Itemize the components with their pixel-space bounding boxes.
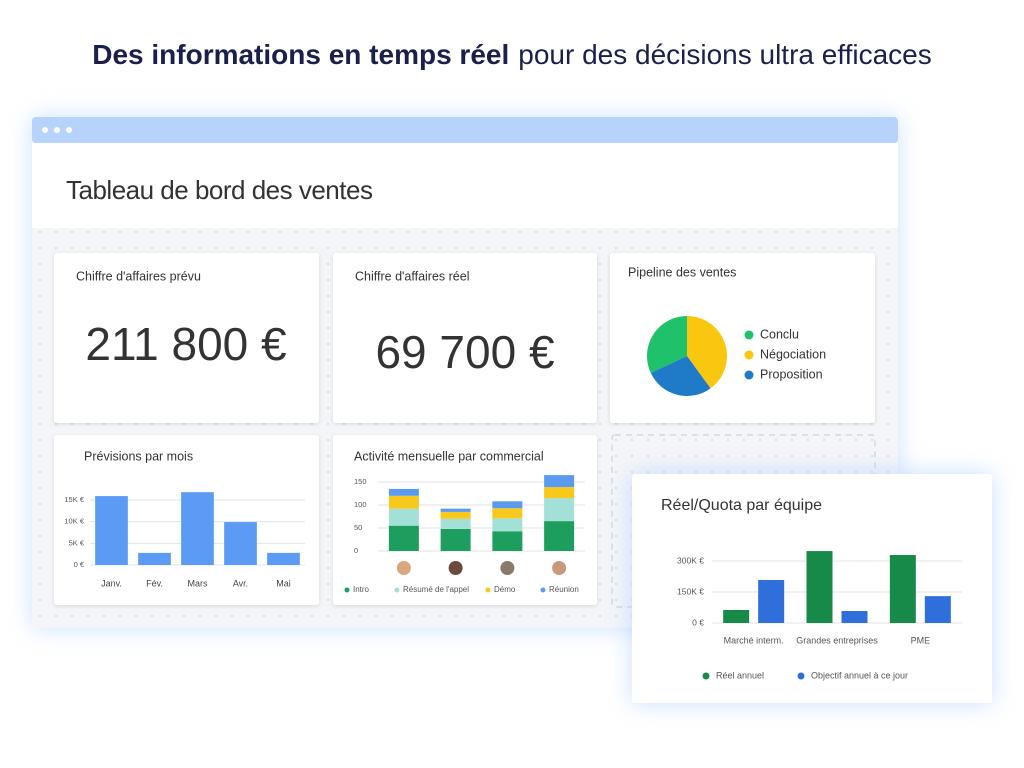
bar: [924, 596, 951, 623]
window-dot: [54, 127, 60, 133]
x-tick-label: Mars: [188, 578, 208, 588]
y-tick-label: 300K €: [677, 555, 704, 565]
bar-segment: [440, 528, 471, 551]
legend-label: Réunion: [549, 585, 579, 594]
legend-label: Réel annuel: [716, 670, 764, 680]
y-tick-label: 5K €: [69, 538, 85, 547]
y-tick-label: 150K €: [677, 586, 704, 596]
y-tick-label: 50: [354, 523, 362, 532]
bar-segment: [388, 508, 419, 526]
y-tick-label: 100: [354, 500, 367, 509]
pie-slice: [687, 316, 728, 389]
legend-label: Conclu: [760, 327, 799, 341]
bar-segment: [544, 487, 575, 499]
bar-segment: [492, 518, 523, 532]
avatar: [448, 561, 463, 575]
bar: [95, 496, 128, 565]
legend-swatch: [797, 672, 805, 680]
legend-swatch: [702, 672, 710, 680]
legend-swatch: [744, 330, 754, 340]
bar: [138, 552, 171, 565]
bar-segment: [388, 488, 419, 496]
legend-swatch: [394, 587, 400, 593]
charts: Pipeline des ventes Conclu Négociation Prop…: [64, 265, 962, 680]
kpi-label: Chiffre d'affaires réel: [355, 269, 469, 283]
bar-segment: [440, 508, 471, 512]
bar: [806, 551, 833, 623]
bar: [841, 611, 868, 623]
bar: [889, 555, 916, 623]
x-tick-label: Avr.: [233, 578, 248, 588]
bar: [181, 492, 214, 565]
y-tick-label: 10K €: [64, 517, 84, 526]
bar: [224, 522, 257, 565]
legend-label: Démo: [494, 585, 516, 594]
bar-segment: [440, 518, 471, 529]
headline-rest: pour des décisions ultra efficaces: [518, 39, 932, 70]
chart-title: Activité mensuelle par commercial: [354, 449, 544, 463]
title-bar: [32, 117, 898, 143]
bar-segment: [544, 475, 575, 488]
x-tick-label: Marché interm.: [724, 635, 784, 645]
legend-label: Proposition: [760, 367, 823, 381]
y-tick-label: 0 €: [692, 617, 704, 627]
legend-swatch: [485, 587, 491, 593]
bar: [758, 580, 785, 623]
x-tick-label: Grandes entreprises: [796, 635, 878, 645]
legend-label: Négociation: [760, 347, 826, 361]
legend-swatch: [344, 587, 350, 593]
header: [32, 143, 898, 228]
legend-swatch: [540, 587, 546, 593]
headline: Des informations en temps réel pour des d…: [92, 39, 932, 70]
bar-segment: [440, 511, 471, 519]
bar-segment: [544, 498, 575, 522]
bar-segment: [492, 501, 523, 509]
x-tick-label: Janv.: [101, 578, 122, 588]
avatar: [500, 561, 515, 575]
x-tick-label: PME: [911, 635, 931, 645]
x-tick-label: Mai: [276, 578, 291, 588]
window-dot: [66, 127, 72, 133]
kpi-value: 69 700 €: [375, 326, 554, 378]
card: [54, 253, 319, 423]
bar-segment: [492, 508, 523, 519]
avatar: [552, 561, 567, 575]
legend-label: Résumé de l'appel: [403, 585, 469, 594]
bar: [267, 552, 300, 565]
y-tick-label: 15K €: [64, 495, 84, 504]
kpi-label: Chiffre d'affaires prévu: [76, 269, 201, 283]
chart-title: Pipeline des ventes: [628, 265, 736, 279]
avatar: [396, 561, 411, 575]
bar-segment: [388, 495, 419, 509]
y-tick-label: 0: [354, 546, 358, 555]
chart-title: Réel/Quota par équipe: [661, 497, 822, 514]
pie-slice: [647, 316, 687, 374]
y-tick-label: 150: [354, 477, 367, 486]
window-dot: [42, 127, 48, 133]
pie-slice: [650, 356, 711, 396]
kpi-value: 211 800 €: [85, 318, 286, 370]
headline-bold: Des informations en temps réel: [92, 39, 509, 70]
legend-swatch: [744, 350, 754, 360]
bar: [723, 609, 750, 623]
chart-title: Prévisions par mois: [84, 449, 193, 463]
dashboard-title: Tableau de bord des ventes: [66, 175, 373, 205]
bar-segment: [544, 521, 575, 551]
bar-segment: [388, 525, 419, 551]
card: [333, 253, 597, 423]
bar-segment: [492, 531, 523, 551]
x-tick-label: Fév.: [146, 578, 163, 588]
legend-label: Intro: [353, 585, 370, 594]
legend-swatch: [744, 370, 754, 380]
y-tick-label: 0 €: [74, 560, 85, 569]
legend-label: Objectif annuel à ce jour: [811, 670, 908, 680]
